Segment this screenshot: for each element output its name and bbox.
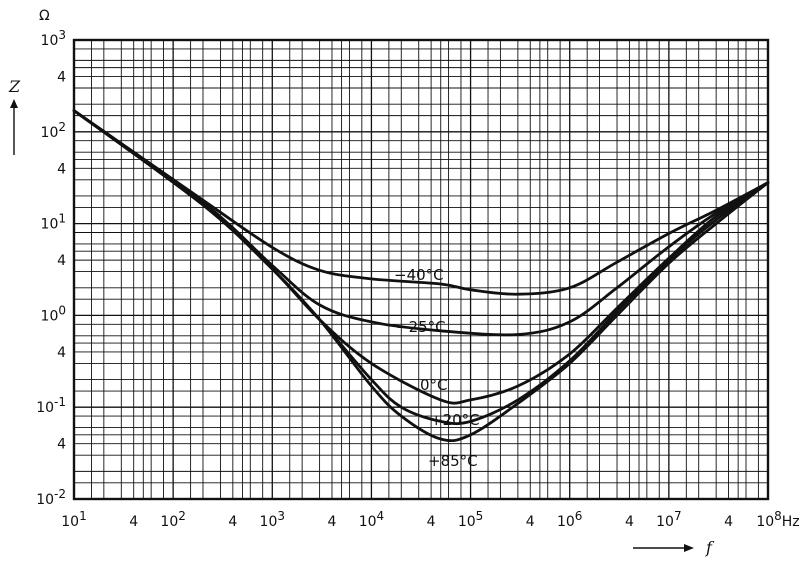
y-axis-arrow-icon [10, 99, 18, 108]
curve-label-minus25: −25°C [396, 318, 446, 336]
y-axis-title: Z Ω [8, 8, 50, 155]
x-tick-label: 4 [328, 514, 337, 530]
x-unit-label: Hz [782, 514, 800, 530]
y-tick-label: 102 [41, 120, 66, 141]
curves [72, 109, 770, 443]
curve-label-0: 0°C [420, 376, 448, 394]
x-tick-label: 102 [160, 509, 185, 530]
y-axis-label: Z [8, 77, 21, 96]
x-tick-label: 4 [625, 514, 634, 530]
x-tick-label: 4 [228, 514, 237, 530]
series-line-4 [72, 109, 770, 443]
x-tick-label: 4 [526, 514, 535, 530]
curve-label-minus40: −40°C [394, 266, 444, 284]
series-line-0 [72, 109, 770, 296]
y-tick-label: 10-1 [36, 395, 66, 416]
grid-lines [74, 40, 768, 499]
curve-labels: −40°C −25°C 0°C +20°C +85°C [394, 266, 480, 470]
x-axis-label: f [705, 538, 715, 557]
x-tick-label: 4 [724, 514, 733, 530]
x-tick-label: 104 [359, 509, 384, 530]
y-tick-label: 101 [41, 212, 66, 233]
x-axis-title: f [633, 538, 715, 557]
x-tick-label: 4 [129, 514, 138, 530]
y-tick-label: 4 [57, 437, 66, 453]
series-line-1 [72, 109, 770, 337]
curve-label-plus85: +85°C [428, 452, 478, 470]
x-tick-label: 106 [557, 509, 582, 530]
y-tick-label: 4 [57, 70, 66, 86]
series-line-2 [72, 109, 770, 405]
y-tick-label: 4 [57, 345, 66, 361]
y-tick-label: 4 [57, 161, 66, 177]
y-tick-labels: 103 4 102 4 101 4 100 4 10-1 4 10-2 [36, 28, 66, 508]
x-tick-label: 108Hz [756, 509, 799, 530]
y-tick-label: 4 [57, 253, 66, 269]
x-tick-labels: 101 4 102 4 103 4 104 4 105 4 106 4 107 4 108Hz [61, 509, 799, 530]
y-unit-label: Ω [39, 8, 50, 24]
curve-label-plus20: +20°C [430, 411, 480, 429]
y-tick-label: 10-2 [36, 487, 66, 508]
x-tick-label: 101 [61, 509, 86, 530]
x-axis-arrow-icon [684, 544, 694, 552]
y-tick-label: 100 [41, 303, 66, 324]
x-tick-label: 105 [458, 509, 483, 530]
x-tick-label: 4 [427, 514, 436, 530]
x-tick-label: 107 [656, 509, 681, 530]
plot-frame [72, 38, 770, 501]
x-tick-label: 103 [260, 509, 285, 530]
y-tick-label: 103 [41, 28, 66, 49]
